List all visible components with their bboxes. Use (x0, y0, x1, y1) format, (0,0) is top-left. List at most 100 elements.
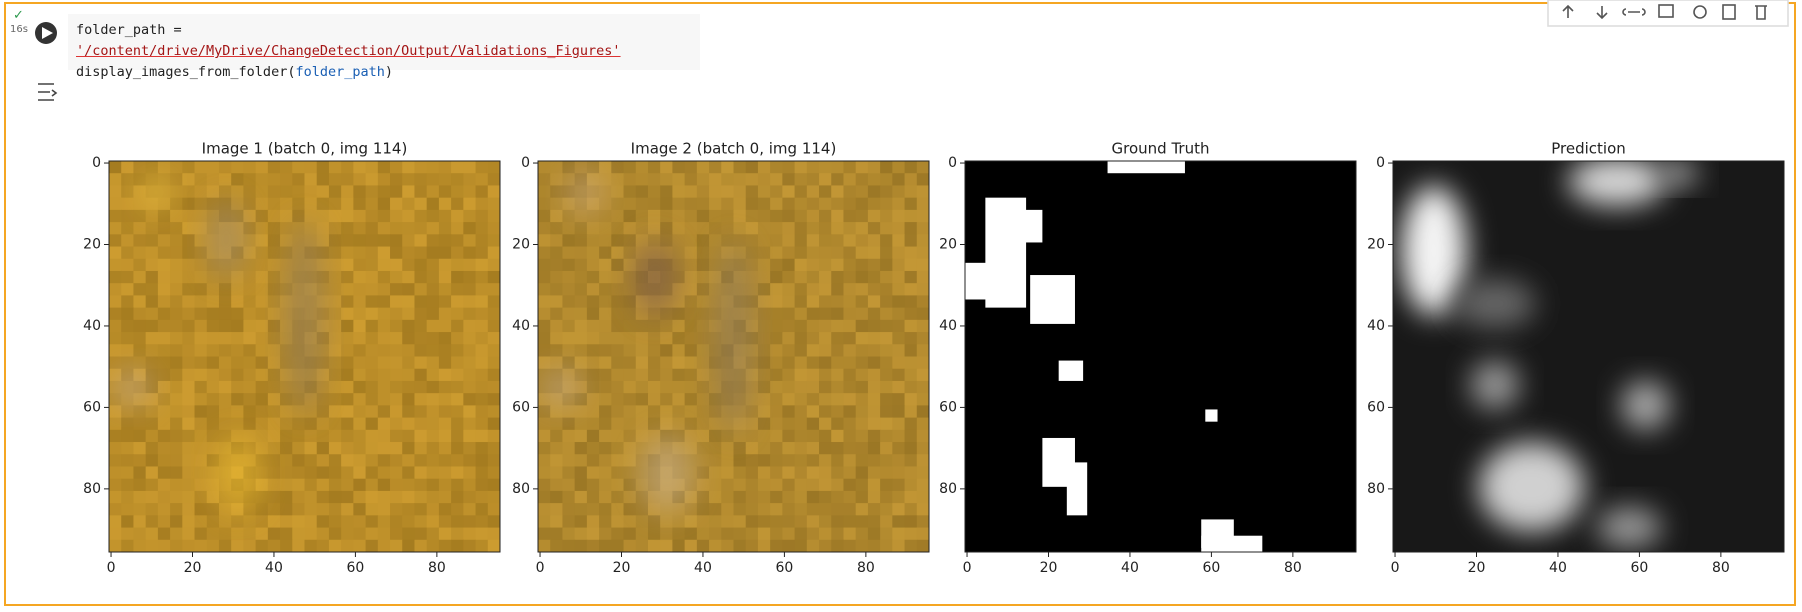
pixel (488, 344, 501, 357)
pixel (905, 528, 918, 541)
pixel (819, 283, 832, 296)
pixel (880, 381, 893, 394)
pixel (268, 198, 281, 211)
pixel (317, 161, 330, 174)
pixel (231, 161, 244, 174)
pixel (451, 295, 464, 308)
pixel (636, 344, 649, 357)
pixel (341, 528, 354, 541)
pixel (892, 283, 905, 296)
pixel (488, 528, 501, 541)
pixel (819, 430, 832, 443)
pixel (378, 405, 391, 418)
pixel (378, 479, 391, 492)
pixel (329, 540, 342, 553)
pixel (807, 442, 820, 455)
pixel (685, 210, 698, 223)
pixel (121, 247, 134, 260)
pixel (366, 271, 379, 284)
pixel (366, 466, 379, 479)
pixel (807, 185, 820, 198)
pixel (770, 259, 783, 272)
pixel (831, 283, 844, 296)
pixel (831, 332, 844, 345)
y-tick-label: 80 (512, 481, 530, 497)
pixel (538, 405, 551, 418)
pixel (146, 271, 159, 284)
pixel (243, 393, 256, 406)
pixel (831, 344, 844, 357)
pixel (414, 320, 427, 333)
pixel (207, 430, 220, 443)
pixel (709, 454, 722, 467)
pixel (390, 381, 403, 394)
pixel (575, 405, 588, 418)
pixel (390, 430, 403, 443)
pixel (868, 173, 881, 186)
pixel (353, 442, 366, 455)
pixel (611, 234, 624, 247)
pixel (697, 234, 710, 247)
pixel (807, 369, 820, 382)
pixel (562, 479, 575, 492)
pixel (685, 503, 698, 516)
pixel (476, 491, 489, 504)
pixel (843, 295, 856, 308)
pixel (182, 161, 195, 174)
pixel (158, 491, 171, 504)
pixel (451, 271, 464, 284)
pixel (538, 491, 551, 504)
pixel (782, 479, 795, 492)
pixel (611, 528, 624, 541)
pixel (427, 369, 440, 382)
pixel (868, 185, 881, 198)
pixel (243, 381, 256, 394)
pixel (439, 491, 452, 504)
pixel (366, 393, 379, 406)
pixel (648, 185, 661, 198)
pixel (575, 515, 588, 528)
pixel (243, 283, 256, 296)
output-toggle[interactable] (38, 84, 56, 100)
pixel (378, 247, 391, 260)
pixel (624, 295, 637, 308)
heat-blob (1597, 507, 1662, 548)
pixel (611, 442, 624, 455)
pixel (243, 528, 256, 541)
pixel (868, 540, 881, 553)
pixel (402, 503, 415, 516)
pixel (109, 210, 122, 223)
pixel (439, 198, 452, 211)
pixel (414, 234, 427, 247)
pixel (243, 271, 256, 284)
pixel (611, 185, 624, 198)
pixel (109, 344, 122, 357)
pixel (734, 161, 747, 174)
pixel (917, 454, 930, 467)
pixel (819, 454, 832, 467)
pixel (219, 540, 232, 553)
pixel (538, 198, 551, 211)
pixel (856, 198, 869, 211)
pixel (624, 381, 637, 394)
pixel (170, 320, 183, 333)
pixel (770, 540, 783, 553)
pixel (158, 515, 171, 528)
pixel (439, 369, 452, 382)
pixel (831, 442, 844, 455)
pixel (538, 454, 551, 467)
pixel (758, 418, 771, 431)
pixel (402, 405, 415, 418)
pixel (451, 234, 464, 247)
pixel (905, 234, 918, 247)
pixel (231, 320, 244, 333)
pixel (219, 283, 232, 296)
pixel (709, 528, 722, 541)
pixel (439, 393, 452, 406)
pixel (905, 344, 918, 357)
pixel (905, 515, 918, 528)
x-tick-label: 60 (1630, 560, 1648, 576)
pixel (758, 247, 771, 260)
pixel (758, 405, 771, 418)
pixel (782, 198, 795, 211)
